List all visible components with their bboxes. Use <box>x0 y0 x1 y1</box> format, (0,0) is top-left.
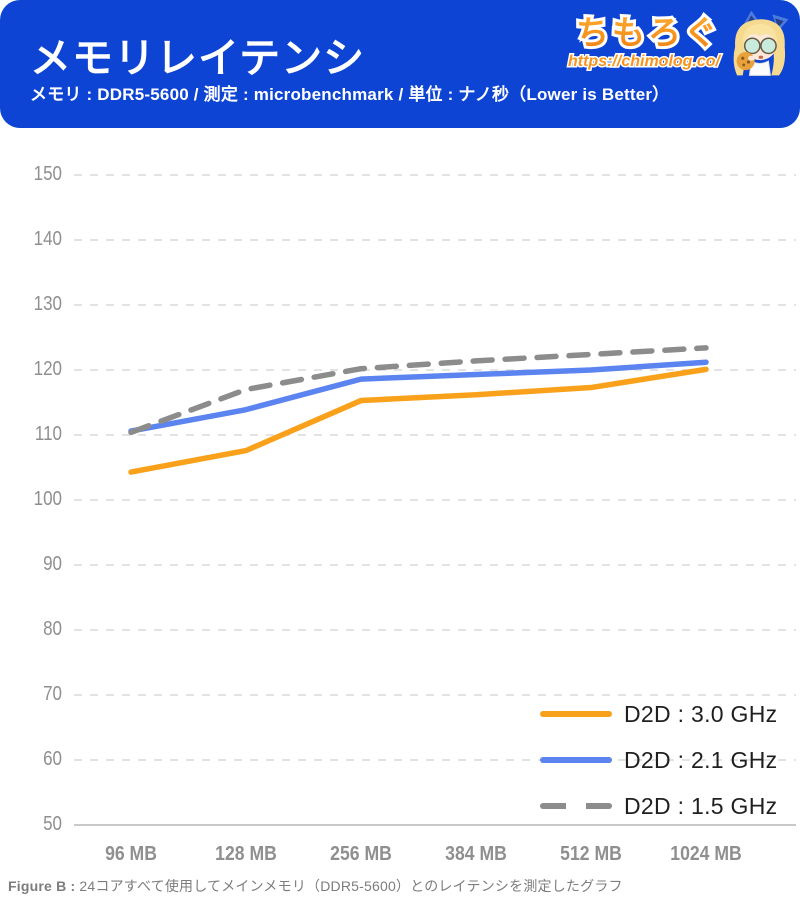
page-subtitle: メモリ : DDR5-5600 / 測定 : microbenchmark / … <box>30 85 670 104</box>
y-axis-tick-label: 90 <box>43 553 62 575</box>
figure-caption-prefix: Figure B : <box>8 878 80 894</box>
x-axis-tick-label: 512 MB <box>560 843 622 865</box>
figure-caption-text: 24コアすべて使用してメインメモリ（DDR5-5600）とのレイテンシを測定した… <box>79 878 623 894</box>
logo-url: https://chimolog.co/ <box>568 53 722 70</box>
x-axis-tick-label: 1024 MB <box>670 843 742 865</box>
legend: D2D : 3.0 GHz D2D : 2.1 GHz D2D : 1.5 GH… <box>540 691 777 829</box>
mascot-illustration <box>733 10 789 76</box>
legend-item-d2d-3-0ghz: D2D : 3.0 GHz <box>540 691 777 737</box>
series-line-0 <box>128 366 709 475</box>
y-axis-tick-label: 100 <box>33 488 62 510</box>
legend-item-d2d-1-5ghz: D2D : 1.5 GHz <box>540 783 777 829</box>
mascot-hand <box>748 55 755 61</box>
legend-label: D2D : 3.0 GHz <box>624 700 778 727</box>
series-line-1 <box>128 359 709 434</box>
x-axis-tick-label: 256 MB <box>330 843 392 865</box>
y-axis-tick-label: 70 <box>43 683 62 705</box>
x-axis-tick-label: 384 MB <box>445 843 507 865</box>
figure-caption: Figure B : 24コアすべて使用してメインメモリ（DDR5-5600）と… <box>8 876 623 896</box>
y-axis-tick-label: 140 <box>33 228 62 250</box>
y-axis-tick-label: 60 <box>43 748 62 770</box>
series-line-2 <box>128 345 709 436</box>
x-axis-tick-label: 96 MB <box>105 843 157 865</box>
legend-item-d2d-2-1ghz: D2D : 2.1 GHz <box>540 737 777 783</box>
y-axis-tick-label: 120 <box>33 358 62 380</box>
legend-swatch-orange-line <box>540 711 612 717</box>
y-axis-tick-label: 110 <box>34 423 62 445</box>
site-logo: ちもろぐ https://chimolog.co/ <box>494 6 789 76</box>
x-axis-tick-label: 128 MB <box>215 843 277 865</box>
site-logo-text: ちもろぐ https://chimolog.co/ <box>567 11 724 72</box>
mascot-mouth <box>758 55 764 59</box>
legend-label: D2D : 1.5 GHz <box>624 792 778 819</box>
legend-label: D2D : 2.1 GHz <box>624 746 778 773</box>
y-axis-tick-label: 150 <box>33 163 62 185</box>
logo-wordmark: ちもろぐ <box>576 14 720 51</box>
legend-swatch-blue-line <box>540 757 612 763</box>
legend-swatch-gray-dashed-line <box>540 803 612 809</box>
header-banner: メモリレイテンシ メモリ : DDR5-5600 / 測定 : microben… <box>0 0 800 128</box>
y-axis-tick-label: 50 <box>43 813 62 835</box>
y-axis-tick-label: 80 <box>43 618 62 640</box>
y-axis-tick-label: 130 <box>33 293 62 315</box>
mascot-glasses <box>743 37 761 55</box>
page-title: メモリレイテンシ <box>30 35 366 81</box>
